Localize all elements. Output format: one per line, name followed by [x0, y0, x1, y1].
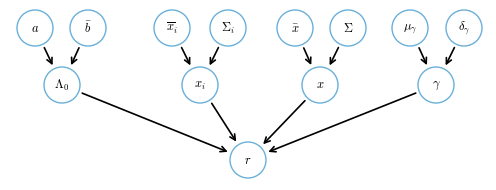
Circle shape [210, 10, 246, 46]
Circle shape [418, 67, 454, 103]
Text: $x_i$: $x_i$ [194, 78, 206, 92]
Circle shape [154, 10, 190, 46]
Text: $\delta_{\gamma}$: $\delta_{\gamma}$ [458, 20, 470, 36]
Text: $\overline{x}_i$: $\overline{x}_i$ [166, 20, 178, 36]
Text: $\mu_{\gamma}$: $\mu_{\gamma}$ [403, 21, 417, 35]
Text: $\gamma$: $\gamma$ [432, 78, 440, 92]
Circle shape [182, 67, 218, 103]
Text: $a$: $a$ [31, 21, 39, 35]
Text: $\bar{x}$: $\bar{x}$ [291, 21, 299, 35]
Text: $\Lambda_0$: $\Lambda_0$ [55, 78, 69, 93]
Text: $\Sigma_i$: $\Sigma_i$ [221, 21, 235, 36]
Circle shape [70, 10, 106, 46]
Text: $x$: $x$ [316, 78, 324, 92]
Circle shape [392, 10, 428, 46]
Circle shape [446, 10, 482, 46]
Text: $r$: $r$ [245, 154, 251, 166]
Text: $\Sigma$: $\Sigma$ [343, 21, 353, 35]
Circle shape [277, 10, 313, 46]
Circle shape [330, 10, 366, 46]
Text: $\bar{b}$: $\bar{b}$ [84, 21, 92, 36]
Circle shape [302, 67, 338, 103]
Circle shape [17, 10, 53, 46]
Circle shape [44, 67, 80, 103]
Circle shape [230, 142, 266, 178]
